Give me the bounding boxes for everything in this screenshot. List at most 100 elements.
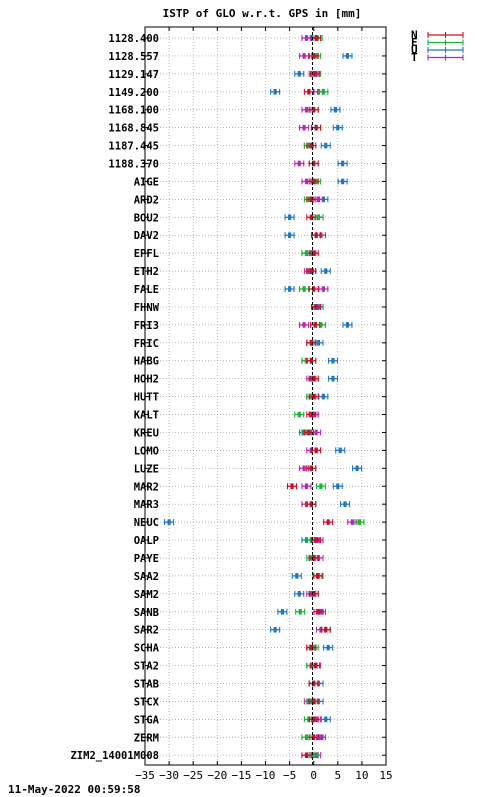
station-label: FRIC <box>134 338 159 350</box>
legend-label: N <box>411 29 418 42</box>
station-label: 1188.370 <box>108 159 159 171</box>
station-label: 1168.845 <box>108 123 159 135</box>
point-n <box>306 501 317 508</box>
point-t <box>299 124 310 131</box>
point-u <box>294 590 305 597</box>
point-n <box>312 572 323 579</box>
station-label: OALP <box>134 535 159 547</box>
point-u <box>327 375 339 382</box>
point-n <box>306 465 317 472</box>
point-n <box>311 447 322 454</box>
point-u <box>332 483 343 490</box>
station-label: KREU <box>134 427 159 439</box>
x-tick-label: −30 <box>159 769 179 782</box>
point-n <box>306 142 317 149</box>
point-u <box>284 214 295 221</box>
point-n <box>308 680 319 687</box>
point-n <box>308 375 319 382</box>
point-n <box>311 537 322 544</box>
point-n <box>308 698 319 705</box>
point-n <box>306 214 317 221</box>
x-tick-label: −15 <box>231 769 251 782</box>
point-e <box>315 483 326 490</box>
point-u <box>291 572 302 579</box>
point-n <box>308 250 319 257</box>
legend-item-n: N <box>411 29 464 42</box>
station-label: PAYE <box>134 553 159 565</box>
point-n <box>306 357 317 364</box>
x-tick-label: 5 <box>334 769 341 782</box>
x-tick-label: 10 <box>355 769 368 782</box>
station-label: SANB <box>134 607 159 619</box>
point-n <box>313 608 324 615</box>
station-label: SCHA <box>134 643 160 655</box>
point-n <box>306 196 317 203</box>
point-n <box>303 88 314 95</box>
point-n <box>308 734 319 741</box>
x-tick-label: −10 <box>256 769 276 782</box>
point-u <box>332 124 343 131</box>
point-n <box>306 339 317 346</box>
point-t <box>294 160 305 167</box>
point-e <box>295 608 306 615</box>
point-t <box>299 321 310 328</box>
point-u <box>164 519 175 526</box>
gridlines <box>145 27 386 765</box>
station-label: HOH2 <box>134 374 159 386</box>
point-u <box>277 608 288 615</box>
station-label: MAR2 <box>134 481 159 493</box>
legend-item-t: T <box>411 51 464 64</box>
station-label: SAA2 <box>134 571 159 583</box>
station-label: KALT <box>134 410 159 422</box>
point-n <box>306 268 317 275</box>
point-u <box>270 88 281 95</box>
point-n <box>303 429 314 436</box>
legend-label: T <box>411 51 418 64</box>
point-n <box>308 393 319 400</box>
point-e <box>354 519 365 526</box>
point-n <box>308 178 319 185</box>
point-e <box>318 88 329 95</box>
point-n <box>311 232 322 239</box>
point-u <box>337 178 348 185</box>
point-u <box>323 644 334 651</box>
point-u <box>320 268 331 275</box>
point-u <box>352 465 363 472</box>
point-n <box>308 160 319 167</box>
point-n <box>308 106 319 113</box>
station-label: STAB <box>134 678 159 690</box>
point-n <box>311 303 322 310</box>
point-n <box>286 483 298 490</box>
station-label: HABG <box>134 356 159 368</box>
legend-label: E <box>411 36 418 49</box>
point-e <box>294 411 305 418</box>
point-n <box>310 662 321 669</box>
point-n <box>311 124 322 131</box>
station-label: 1129.147 <box>108 69 159 81</box>
station-labels: 1128.400 1128.557 1129.147 1149.200 1168.100… <box>70 33 159 762</box>
point-n <box>308 716 319 723</box>
x-tick-label: 0 <box>310 769 317 782</box>
station-label: SAM2 <box>134 589 159 601</box>
chart-title: ISTP of GLO w.r.t. GPS in [mm] <box>163 7 362 20</box>
station-label: DAV2 <box>134 230 159 242</box>
point-u <box>294 70 305 77</box>
point-n <box>320 626 331 633</box>
station-label: 1168.100 <box>108 105 159 117</box>
point-n <box>323 519 334 526</box>
station-label: ZIM2_14001M008 <box>70 750 159 762</box>
point-u <box>327 357 339 364</box>
point-u <box>342 321 353 328</box>
station-label: 1128.400 <box>108 33 159 45</box>
station-label: EPFL <box>134 248 159 260</box>
point-t <box>301 35 312 41</box>
station-label: NEUC <box>134 517 159 529</box>
station-label: ZERM <box>134 732 159 744</box>
legend-item-e: E <box>411 36 464 49</box>
point-u <box>284 232 295 239</box>
point-n <box>306 644 317 651</box>
station-label: HUTT <box>134 392 159 404</box>
station-label: MAR3 <box>134 499 159 511</box>
station-label: STCX <box>134 696 160 708</box>
